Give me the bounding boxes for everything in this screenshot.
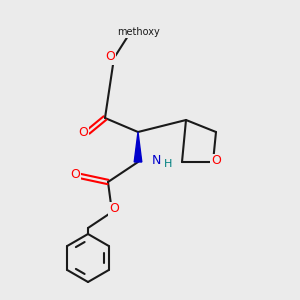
Text: O: O: [211, 154, 221, 167]
Text: O: O: [109, 202, 119, 215]
Text: N: N: [151, 154, 161, 166]
Text: O: O: [105, 50, 115, 64]
Text: O: O: [70, 169, 80, 182]
Text: methoxy: methoxy: [117, 27, 159, 37]
Text: H: H: [164, 159, 172, 169]
Text: O: O: [78, 125, 88, 139]
Polygon shape: [134, 132, 142, 162]
